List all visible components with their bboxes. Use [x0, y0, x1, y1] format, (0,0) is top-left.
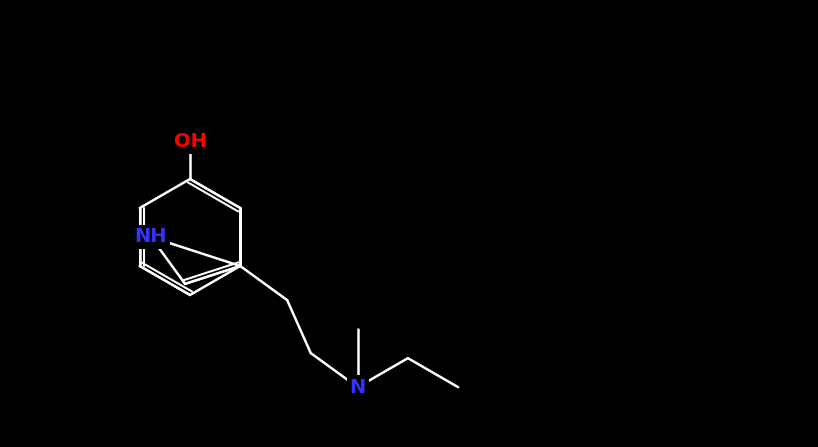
- Text: N: N: [349, 378, 366, 396]
- Text: NH: NH: [135, 228, 167, 246]
- Text: OH: OH: [173, 132, 206, 151]
